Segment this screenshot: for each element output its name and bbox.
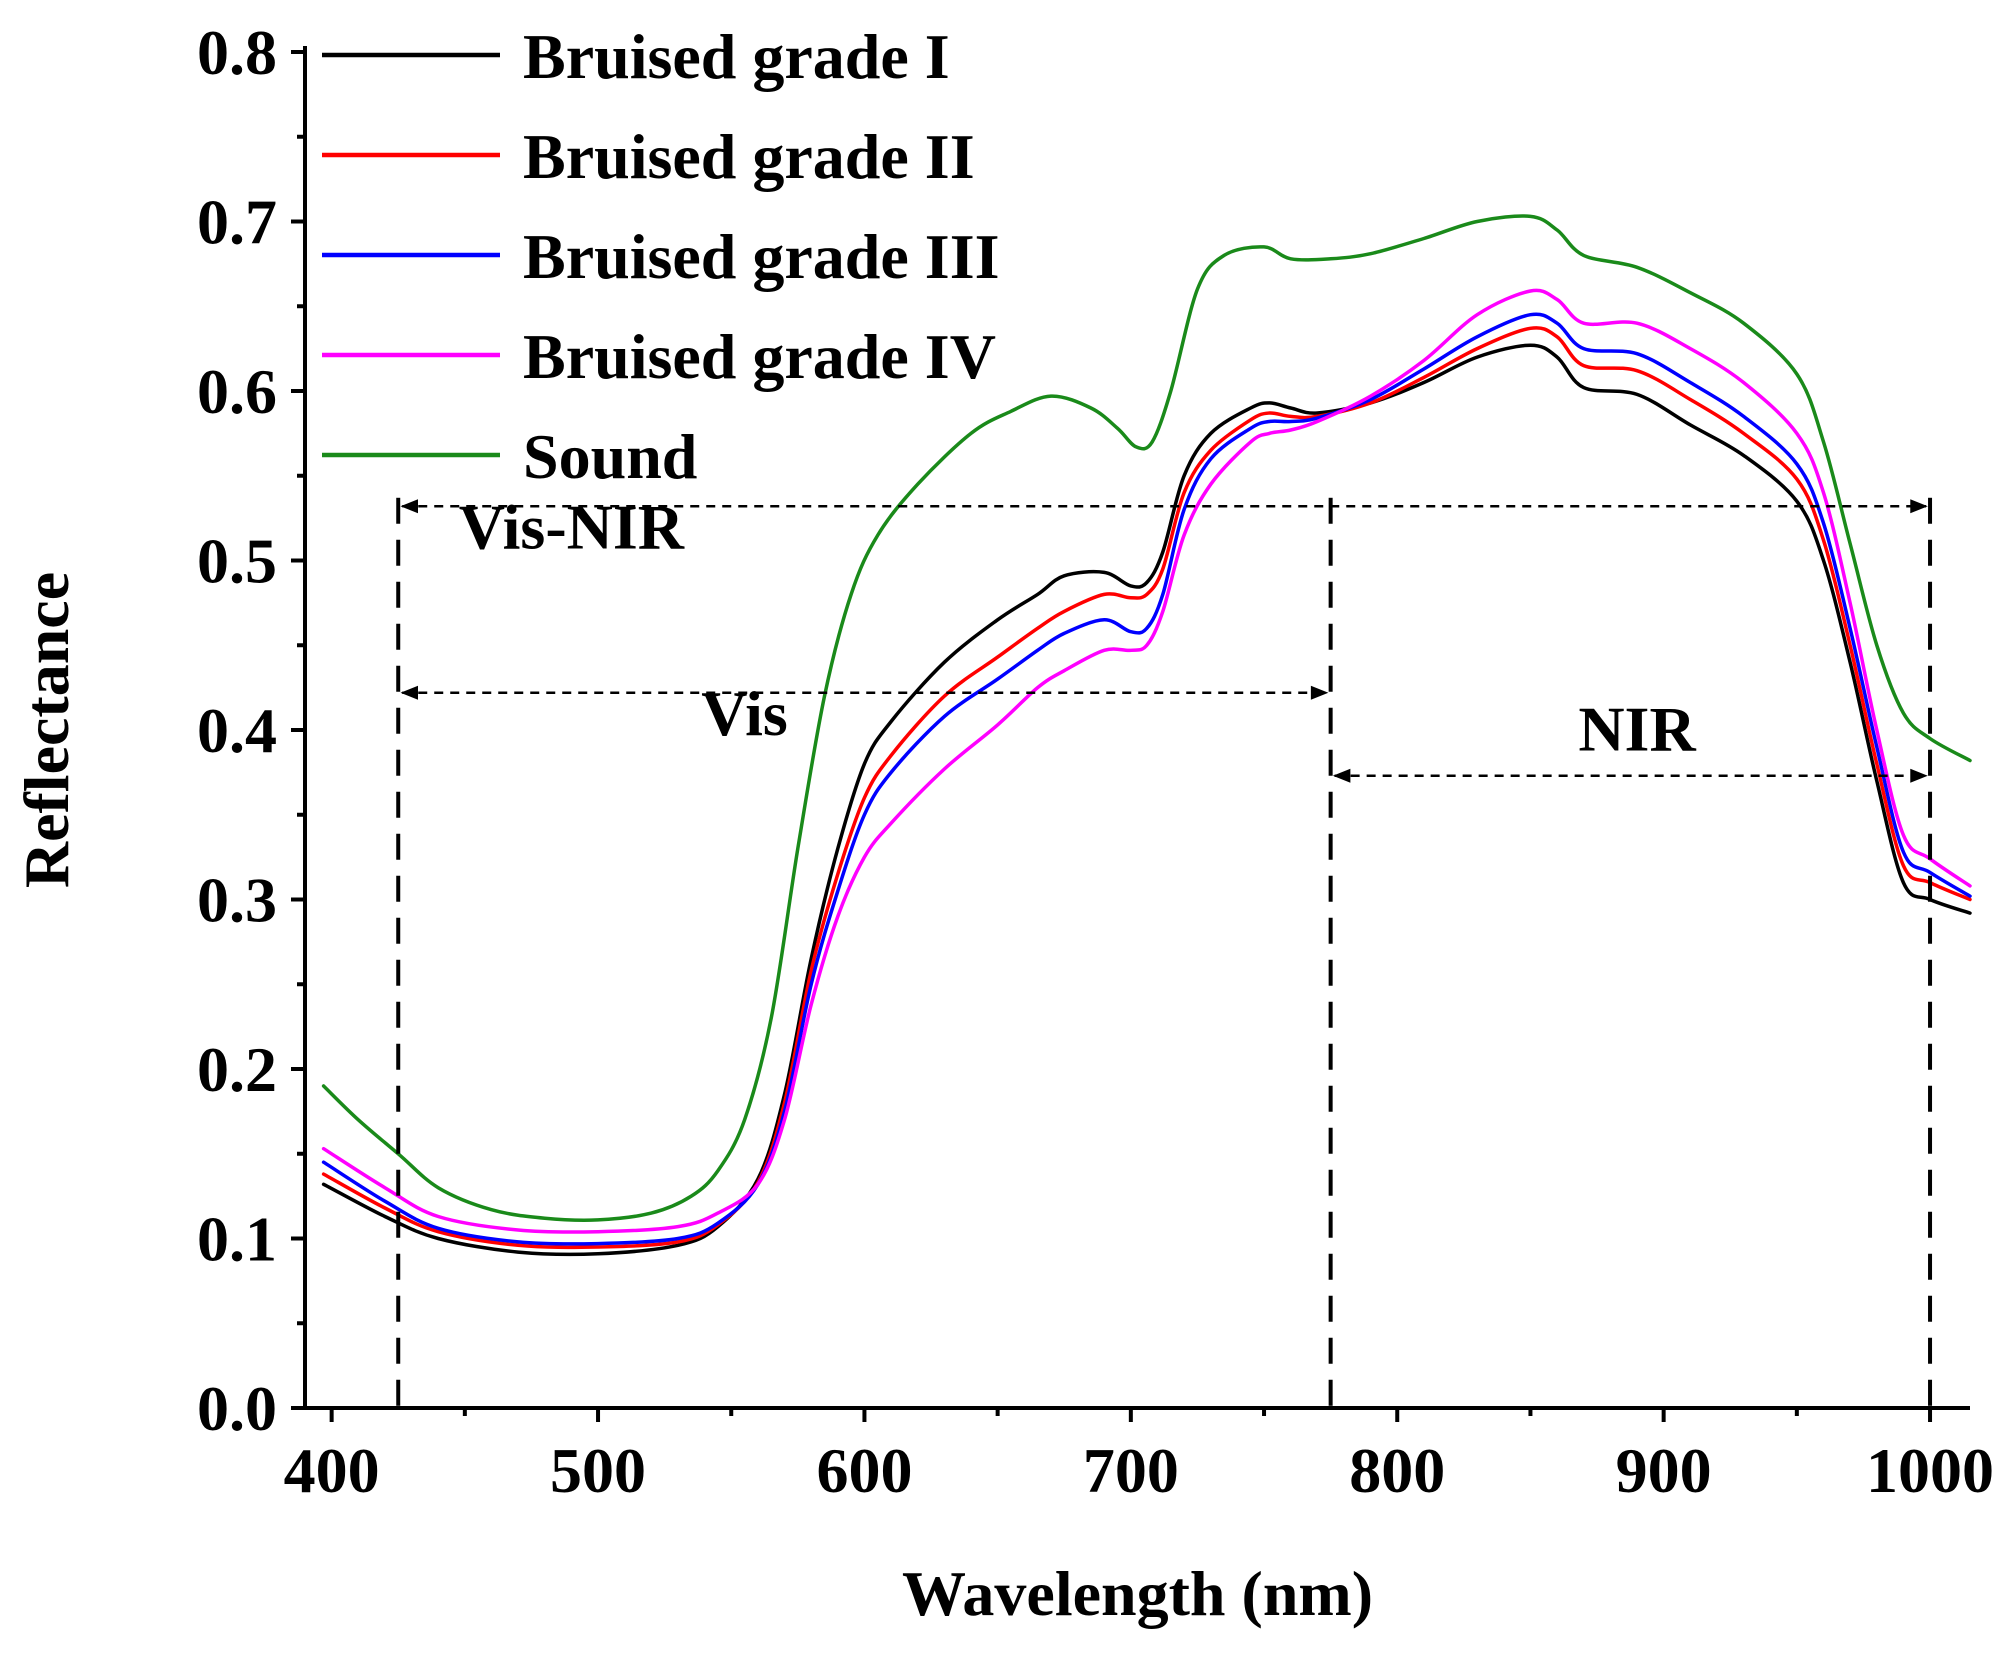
legend-label-sound: Sound xyxy=(523,421,697,492)
x-tick-label: 500 xyxy=(550,1435,646,1506)
series-line-sound xyxy=(321,214,1972,1222)
range-label-nir: NIR xyxy=(1578,693,1696,764)
legend-label-bruised-grade-iii: Bruised grade III xyxy=(523,221,1000,292)
y-tick-label: 0.5 xyxy=(197,526,277,597)
x-tick-label: 400 xyxy=(284,1435,380,1506)
x-tick-label: 600 xyxy=(816,1435,912,1506)
series-layer xyxy=(321,214,1972,1257)
x-tick-label: 900 xyxy=(1616,1435,1712,1506)
legend: Bruised grade I Bruised grade II Bruised g… xyxy=(322,21,1000,492)
series-line-bruised-grade-iv xyxy=(321,288,1972,1234)
y-tick-label: 0.7 xyxy=(197,187,277,258)
ticks-layer: 0.0 0.1 0.2 0.3 0.4 0.5 0.6 0.7 0.8 400 500 600 700 8… xyxy=(197,17,1994,1506)
y-tick-label: 0.3 xyxy=(197,865,277,936)
x-tick-label: 1000 xyxy=(1866,1435,1994,1506)
legend-label-bruised-grade-i: Bruised grade I xyxy=(523,21,950,92)
y-tick-label: 0.1 xyxy=(197,1204,277,1275)
axes-layer xyxy=(303,46,1970,1410)
range-label-vis-nir: Vis-NIR xyxy=(459,492,685,563)
x-tick-label: 800 xyxy=(1349,1435,1445,1506)
y-tick-label: 0.2 xyxy=(197,1034,277,1105)
range-label-vis: Vis xyxy=(701,678,788,749)
y-tick-label: 0.6 xyxy=(197,356,277,427)
y-axis-title: Reflectance xyxy=(11,572,82,888)
legend-label-bruised-grade-ii: Bruised grade II xyxy=(523,121,975,192)
x-axis-title: Wavelength (nm) xyxy=(902,1558,1373,1629)
y-tick-label: 0.4 xyxy=(197,695,277,766)
legend-label-bruised-grade-iv: Bruised grade IV xyxy=(523,321,996,392)
annotation-layer: Vis-NIR Vis NIR xyxy=(396,492,1933,1408)
y-tick-label: 0.8 xyxy=(197,17,277,88)
x-tick-label: 700 xyxy=(1083,1435,1179,1506)
y-tick-label: 0.0 xyxy=(197,1373,277,1444)
